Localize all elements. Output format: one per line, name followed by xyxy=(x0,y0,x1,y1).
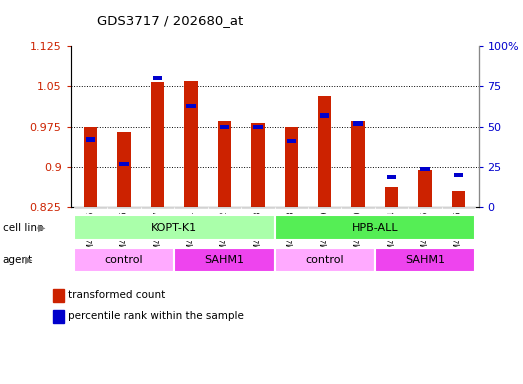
Bar xyxy=(251,124,265,207)
Bar xyxy=(153,76,162,81)
Bar xyxy=(107,207,141,209)
Bar xyxy=(385,187,399,207)
Bar xyxy=(375,207,408,209)
Bar xyxy=(118,132,131,207)
Bar xyxy=(418,170,431,207)
Bar xyxy=(174,248,275,272)
Bar xyxy=(74,215,275,240)
Text: cell line: cell line xyxy=(3,222,43,233)
Bar xyxy=(275,248,375,272)
Bar xyxy=(53,289,64,301)
Bar xyxy=(53,310,64,323)
Text: control: control xyxy=(105,255,143,265)
Bar xyxy=(241,207,275,209)
Bar xyxy=(208,207,241,209)
Text: HPB-ALL: HPB-ALL xyxy=(351,222,398,233)
Bar xyxy=(151,82,164,207)
Text: control: control xyxy=(305,255,344,265)
Bar xyxy=(287,139,296,143)
Bar xyxy=(86,137,95,142)
Bar xyxy=(354,121,363,126)
Bar xyxy=(74,248,174,272)
Bar xyxy=(84,127,97,207)
Text: ▶: ▶ xyxy=(25,255,32,265)
Bar xyxy=(141,207,174,209)
Text: transformed count: transformed count xyxy=(69,290,166,300)
Bar xyxy=(408,207,442,209)
Bar xyxy=(285,127,298,207)
Bar xyxy=(119,162,129,166)
Bar xyxy=(351,121,365,207)
Bar xyxy=(275,215,475,240)
Text: GDS3717 / 202680_at: GDS3717 / 202680_at xyxy=(97,14,243,27)
Bar xyxy=(253,124,263,129)
Bar xyxy=(218,121,231,207)
Bar xyxy=(342,207,375,209)
Bar xyxy=(452,191,465,207)
Bar xyxy=(387,175,396,179)
Text: SAHM1: SAHM1 xyxy=(405,255,445,265)
Bar xyxy=(275,207,308,209)
Bar xyxy=(375,248,475,272)
Bar xyxy=(174,207,208,209)
Bar xyxy=(308,207,342,209)
Bar xyxy=(442,207,475,209)
Bar xyxy=(318,96,332,207)
Bar xyxy=(184,81,198,207)
Text: ▶: ▶ xyxy=(38,222,46,233)
Bar xyxy=(220,124,229,129)
Bar xyxy=(320,113,329,118)
Bar xyxy=(74,207,107,209)
Text: agent: agent xyxy=(3,255,33,265)
Text: percentile rank within the sample: percentile rank within the sample xyxy=(69,311,244,321)
Text: KOPT-K1: KOPT-K1 xyxy=(151,222,197,233)
Bar xyxy=(420,167,430,171)
Bar xyxy=(186,104,196,108)
Text: SAHM1: SAHM1 xyxy=(204,255,244,265)
Bar xyxy=(454,173,463,177)
